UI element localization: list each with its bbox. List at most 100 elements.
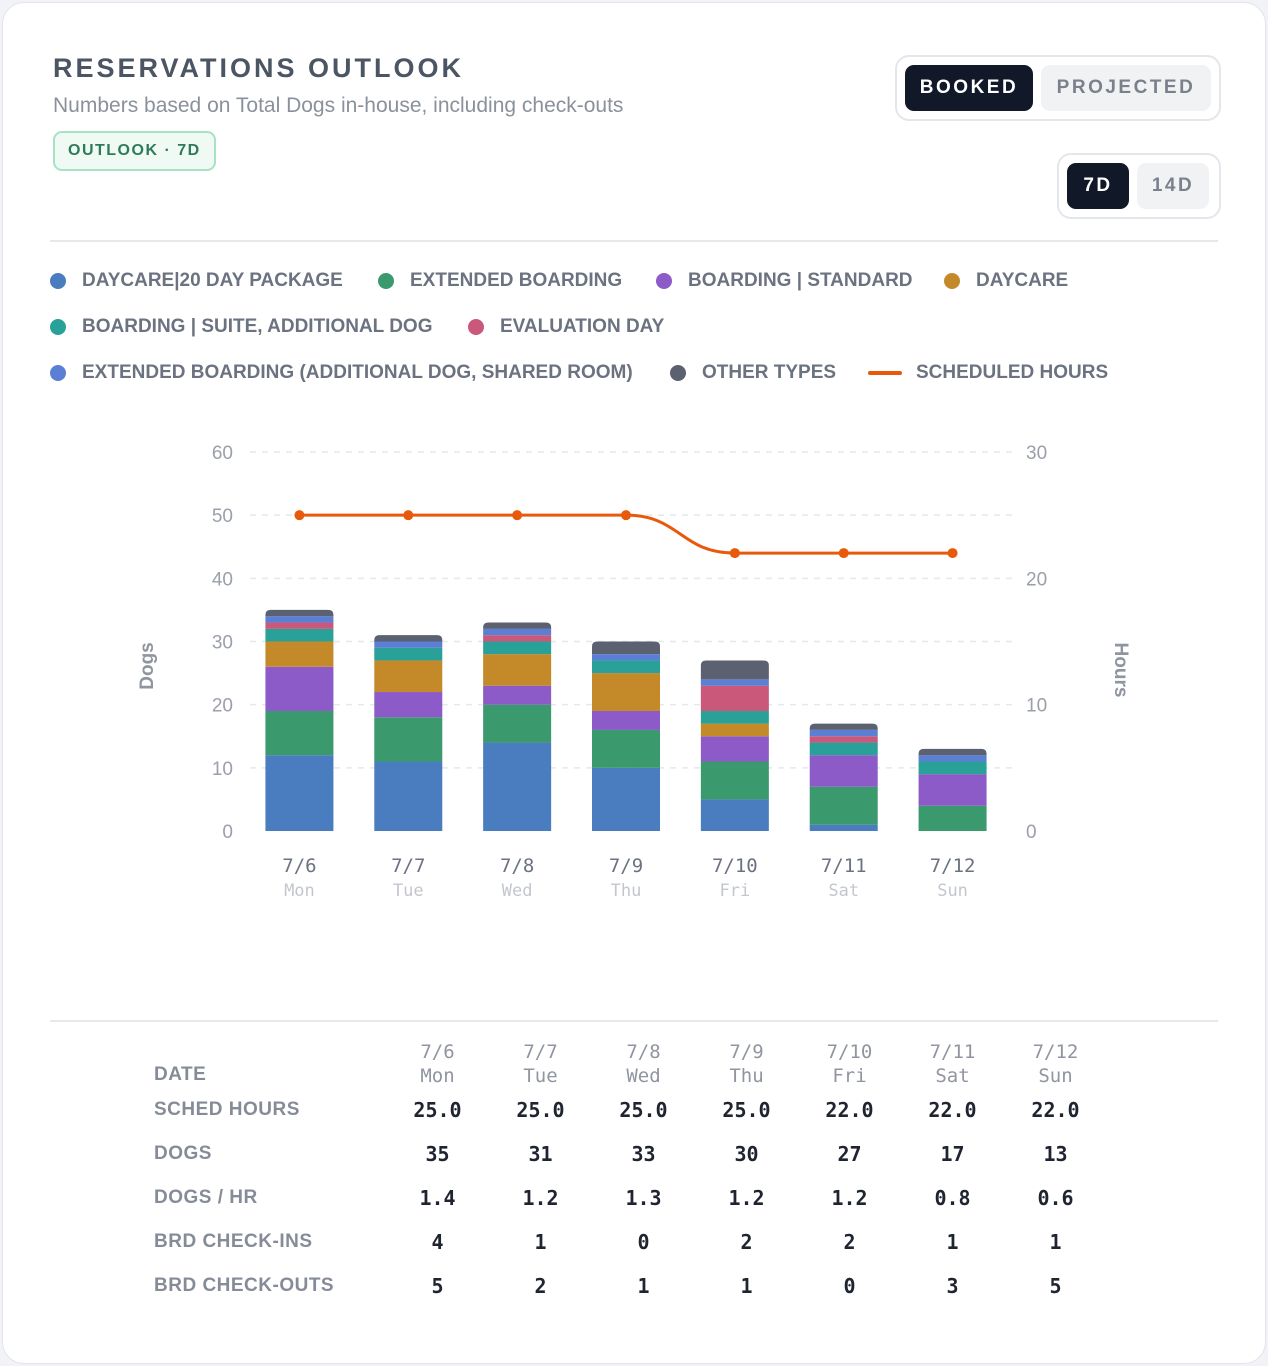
range-7d-button[interactable]: 7D: [1067, 163, 1129, 209]
table-cell: 1.2: [728, 1186, 765, 1210]
legend-item-other-types[interactable]: OTHER TYPES: [670, 361, 836, 385]
table-date-header: 7/8 Wed: [592, 1036, 695, 1088]
day-label: Wed: [626, 1065, 661, 1087]
bar-segment: [918, 774, 987, 806]
bar-segment: [592, 729, 660, 768]
legend-item-daycare-20-day-package[interactable]: DAYCARE|20 DAY PACKAGE: [50, 269, 343, 293]
table-cell: 27: [837, 1142, 862, 1166]
range-14d-button[interactable]: 14D: [1137, 163, 1209, 209]
table-cell: 22.0: [825, 1098, 874, 1122]
legend-item-extended-boarding[interactable]: EXTENDED BOARDING: [378, 269, 622, 293]
card-title: RESERVATIONS OUTLOOK: [53, 53, 465, 83]
legend-label: EXTENDED BOARDING: [410, 270, 623, 291]
table-cell: 1.3: [625, 1186, 662, 1210]
bar-segment: [809, 736, 878, 743]
card-subtitle: Numbers based on Total Dogs in-house, in…: [53, 94, 624, 117]
summary-table: DATE 7/6 Mon 7/7 Tue 7/8 Wed 7/9 Thu 7/10 Fri…: [150, 1036, 1107, 1308]
bar-segment: [809, 723, 878, 730]
y-tick-label: 0: [222, 822, 233, 843]
y2-tick-label: 10: [1026, 696, 1047, 717]
bar-segment: [483, 641, 552, 655]
day-label: Tue: [523, 1065, 558, 1087]
date-label: 7/12: [1032, 1041, 1079, 1063]
row-label: DOGS: [154, 1143, 212, 1164]
bar-segment: [265, 616, 334, 623]
legend-swatch: [670, 365, 686, 381]
legend-swatch: [378, 273, 394, 289]
y2-axis-title: Hours: [1110, 643, 1131, 698]
bar-segment: [374, 717, 443, 762]
bar-segment: [483, 704, 552, 743]
x-tick-sublabel: Wed: [502, 881, 533, 901]
legend-label: SCHEDULED HOURS: [916, 362, 1109, 383]
bar-segment: [374, 647, 443, 661]
table-cell: 3: [946, 1274, 959, 1298]
table-cell: 1.2: [522, 1186, 559, 1210]
table-cell: 31: [528, 1142, 553, 1166]
x-tick-label: 7/9: [609, 855, 643, 877]
bar-segment: [809, 742, 878, 756]
legend-label: DAYCARE|20 DAY PACKAGE: [82, 270, 343, 291]
scheduled-hours-point: [403, 510, 414, 521]
table-cell: 1.4: [419, 1186, 456, 1210]
legend-item-daycare[interactable]: DAYCARE: [944, 269, 1068, 293]
y-tick-label: 10: [212, 759, 233, 780]
date-label: 7/6: [420, 1041, 455, 1063]
table-cell: 5: [431, 1274, 444, 1298]
projected-button[interactable]: PROJECTED: [1041, 65, 1211, 111]
bar-segment: [918, 755, 987, 762]
x-tick-label: 7/12: [930, 855, 976, 877]
y-axis-title: Dogs: [137, 642, 158, 690]
table-cell: 35: [425, 1142, 450, 1166]
legend-item-boarding-suite-additional-dog[interactable]: BOARDING | SUITE, ADDITIONAL DOG: [50, 315, 433, 339]
table-date-header: 7/11 Sat: [901, 1036, 1004, 1088]
booked-button[interactable]: BOOKED: [905, 65, 1033, 111]
bar-segment: [483, 742, 552, 831]
y2-tick-label: 20: [1026, 569, 1047, 590]
date-label: 7/8: [626, 1041, 661, 1063]
legend-item-evaluation-day[interactable]: EVALUATION DAY: [468, 315, 664, 339]
table-cell: 22.0: [1031, 1098, 1080, 1122]
sched-hours-row: SCHED HOURS 25.0 25.0 25.0 25.0 22.0 22.0 22.0: [150, 1088, 1107, 1132]
x-tick-label: 7/11: [821, 855, 867, 877]
table-date-header: 7/9 Thu: [695, 1036, 798, 1088]
date-label: 7/11: [929, 1041, 976, 1063]
bar-segment: [918, 761, 987, 775]
dogs-row: DOGS 35 31 33 30 27 17 13: [150, 1132, 1107, 1176]
brd-check-outs-row: BRD CHECK-OUTS 5 2 1 1 0 3 5: [150, 1264, 1107, 1308]
table-cell: 0: [637, 1230, 650, 1254]
bar-segment: [483, 685, 552, 705]
scheduled-hours-point: [512, 510, 523, 521]
summary-table-body: SCHED HOURS 25.0 25.0 25.0 25.0 22.0 22.0 22.0 D…: [150, 1088, 1107, 1308]
legend-item-scheduled-hours[interactable]: SCHEDULED HOURS: [868, 361, 1108, 385]
x-tick-label: 7/8: [500, 855, 534, 877]
table-cell: 30: [734, 1142, 759, 1166]
outlook-badge: OUTLOOK · 7D: [53, 131, 216, 171]
x-tick-label: 7/7: [391, 855, 425, 877]
booked-projected-toggle: BOOKED PROJECTED: [895, 55, 1221, 121]
brd-check-ins-row: BRD CHECK-INS 4 1 0 2 2 1 1: [150, 1220, 1107, 1264]
day-label: Thu: [729, 1065, 764, 1087]
row-label: DOGS / HR: [154, 1187, 258, 1208]
table-cell: 33: [631, 1142, 656, 1166]
table-cell: 1: [740, 1274, 753, 1298]
y-tick-label: 50: [212, 506, 233, 527]
bar-segment: [592, 710, 660, 730]
table-cell: 2: [534, 1274, 547, 1298]
day-label: Fri: [832, 1065, 867, 1087]
bar-segment: [809, 729, 878, 737]
x-tick-sublabel: Tue: [393, 881, 424, 901]
y2-tick-label: 0: [1026, 822, 1037, 843]
legend-item-extended-boarding-shared-room[interactable]: EXTENDED BOARDING (ADDITIONAL DOG, SHARE…: [50, 361, 633, 385]
y-tick-label: 30: [212, 633, 233, 654]
legend-item-boarding-standard[interactable]: BOARDING | STANDARD: [656, 269, 913, 293]
bar-segment: [483, 654, 552, 686]
table-cell: 1: [1049, 1230, 1062, 1254]
bar-segment: [265, 609, 334, 617]
scheduled-hours-line: [299, 513, 953, 555]
table-cell: 0.6: [1037, 1186, 1074, 1210]
table-cell: 0.8: [934, 1186, 971, 1210]
x-tick-sublabel: Mon: [284, 881, 315, 901]
table-cell: 1: [637, 1274, 650, 1298]
